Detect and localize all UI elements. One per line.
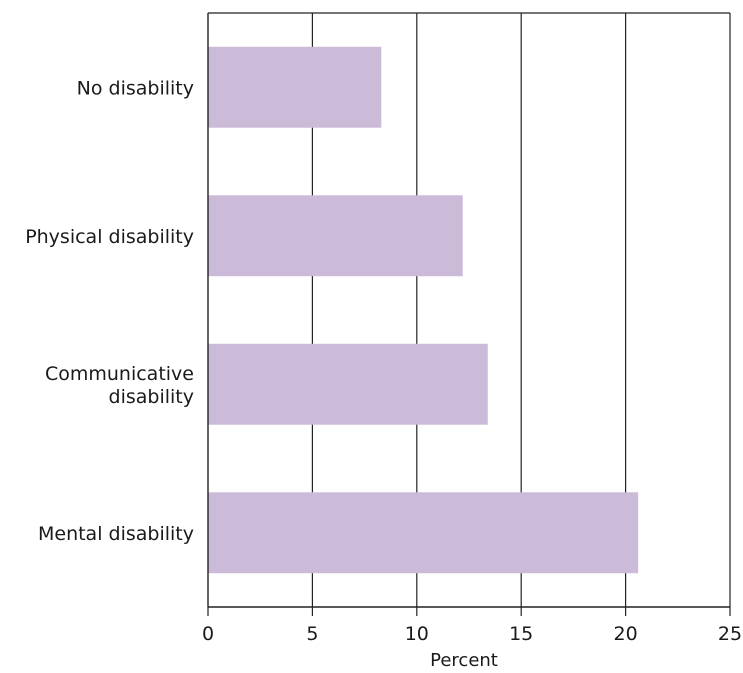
bar bbox=[208, 195, 463, 277]
bar bbox=[208, 343, 488, 425]
x-axis-title: Percent bbox=[430, 650, 498, 671]
bar bbox=[208, 492, 639, 574]
x-tick-label: 10 bbox=[405, 623, 429, 645]
x-tick-label: 25 bbox=[718, 623, 742, 645]
category-label-line: Communicative bbox=[45, 363, 194, 385]
category-label: Mental disability bbox=[38, 523, 194, 545]
tick-labels: 0 5 10 15 20 25 bbox=[202, 623, 742, 645]
x-tick-label: 20 bbox=[614, 623, 638, 645]
category-label: Physical disability bbox=[25, 226, 194, 248]
category-label-line: Mental disability bbox=[38, 523, 194, 545]
category-label: Communicative disability bbox=[45, 363, 194, 408]
axes bbox=[207, 12, 731, 616]
category-label-line: Physical disability bbox=[25, 226, 194, 248]
x-tick-label: 0 bbox=[202, 623, 214, 645]
bars bbox=[208, 46, 639, 574]
category-label-line: disability bbox=[109, 386, 194, 408]
category-label: No disability bbox=[77, 77, 194, 99]
x-tick-label: 5 bbox=[306, 623, 318, 645]
x-tick-label: 15 bbox=[509, 623, 533, 645]
category-labels: No disability Physical disability Communic… bbox=[25, 77, 194, 545]
category-label-line: No disability bbox=[77, 77, 194, 99]
bar bbox=[208, 46, 382, 128]
